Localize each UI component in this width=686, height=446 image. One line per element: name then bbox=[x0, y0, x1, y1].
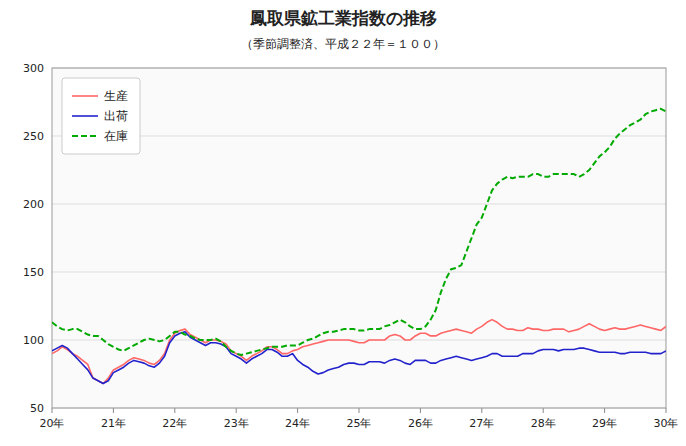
x-tick bbox=[420, 408, 421, 413]
legend: 生産出荷在庫 bbox=[62, 78, 140, 154]
x-tick bbox=[297, 408, 298, 413]
x-tick-label: 24年 bbox=[285, 417, 310, 430]
series-line bbox=[52, 320, 666, 384]
series-line bbox=[52, 109, 666, 355]
grid-line bbox=[52, 136, 666, 137]
legend-swatch bbox=[72, 95, 98, 97]
x-tick bbox=[174, 408, 175, 413]
x-tick bbox=[52, 408, 53, 413]
x-tick-label: 30年 bbox=[654, 417, 679, 430]
x-tick-label: 22年 bbox=[162, 417, 187, 430]
chart: 鳳取県鉱工業指数の推移 （季節調整済、平成２２年＝１００） 50 100 150 200 2… bbox=[0, 0, 686, 446]
x-tick bbox=[666, 408, 667, 413]
x-tick-label: 27年 bbox=[469, 417, 494, 430]
y-tick-label: 50 bbox=[30, 402, 44, 415]
legend-label: 在庫 bbox=[104, 129, 128, 143]
x-tick bbox=[604, 408, 605, 413]
x-tick bbox=[543, 408, 544, 413]
plot-frame bbox=[52, 68, 666, 408]
y-tick-label: 300 bbox=[23, 62, 44, 75]
x-tick bbox=[236, 408, 237, 413]
series-group bbox=[52, 109, 666, 384]
grid bbox=[52, 68, 666, 408]
y-tick-label: 200 bbox=[23, 198, 44, 211]
plot-area bbox=[52, 68, 666, 408]
legend-label: 生産 bbox=[104, 89, 128, 103]
legend-swatch bbox=[72, 135, 98, 137]
x-tick-label: 26年 bbox=[408, 417, 433, 430]
y-tick-label: 150 bbox=[23, 266, 44, 279]
x-tick bbox=[359, 408, 360, 413]
x-tick-label: 20年 bbox=[40, 417, 65, 430]
subtitle: （季節調整済、平成２２年＝１００） bbox=[241, 37, 445, 51]
x-tick-label: 28年 bbox=[531, 417, 556, 430]
legend-label: 出荷 bbox=[104, 109, 128, 123]
grid-line bbox=[52, 272, 666, 273]
x-tick-label: 29年 bbox=[592, 417, 617, 430]
x-tick-label: 25年 bbox=[347, 417, 372, 430]
x-tick bbox=[113, 408, 114, 413]
x-tick bbox=[481, 408, 482, 413]
legend-swatch bbox=[72, 115, 98, 117]
x-tick-label: 23年 bbox=[224, 417, 249, 430]
grid-line bbox=[52, 204, 666, 205]
y-tick-label: 100 bbox=[23, 334, 44, 347]
legend-box bbox=[62, 78, 140, 154]
x-tick-label: 21年 bbox=[101, 417, 126, 430]
title: 鳳取県鉱工業指数の推移 bbox=[249, 8, 437, 28]
y-tick-label: 250 bbox=[23, 130, 44, 143]
